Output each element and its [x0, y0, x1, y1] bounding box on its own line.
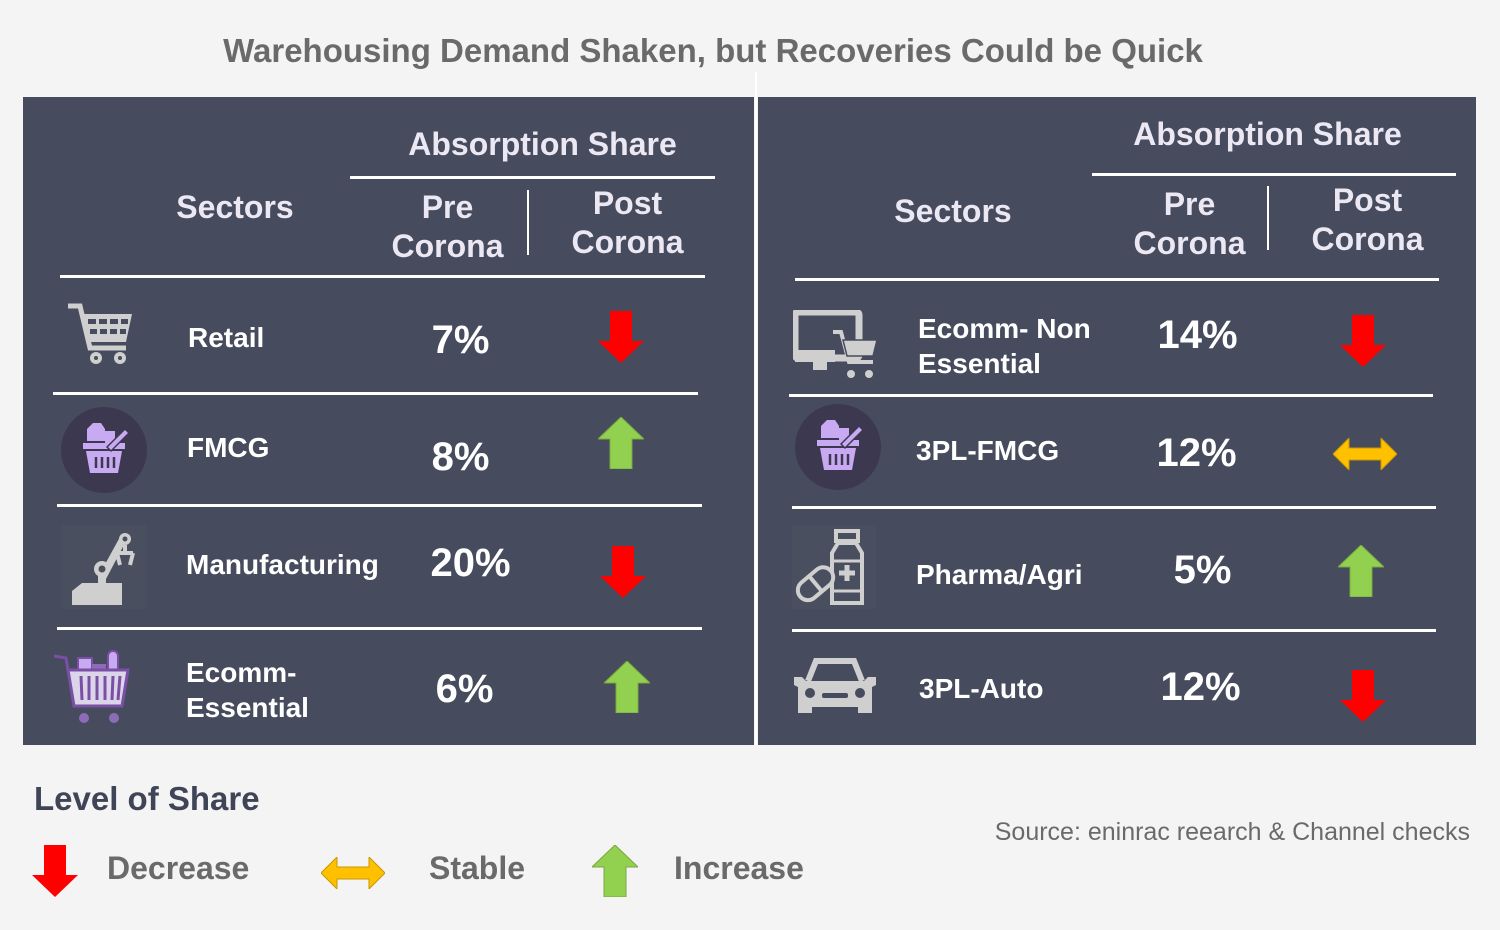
sector-name-line2: Essential [918, 348, 1041, 379]
grocery-basket-icon [61, 407, 147, 493]
left-absorption-share-header: Absorption Share [408, 126, 677, 162]
left-pre-corona-header: Pre Corona [380, 188, 515, 266]
stable-arrow-icon [1333, 438, 1397, 470]
sector-name: Ecomm- Non Essential [918, 311, 1091, 381]
shopping-cart-icon [68, 303, 132, 364]
page-title: Warehousing Demand Shaken, but Recoverie… [223, 32, 1203, 69]
corona-label: Corona [1133, 225, 1246, 261]
grocery-basket-icon [795, 404, 881, 490]
left-post-corona-header: Post Corona [555, 184, 700, 262]
corona-label: Corona [391, 228, 504, 264]
right-pre-corona-header: Pre Corona [1122, 185, 1257, 263]
pre-corona-value: 7% [431, 318, 490, 362]
decrease-arrow-icon [600, 546, 646, 598]
row-divider [792, 629, 1436, 632]
computer-cart-icon [793, 310, 878, 378]
sector-name-line1: Ecomm- [186, 657, 297, 688]
pre-label: Pre [421, 189, 474, 225]
decrease-arrow-icon [32, 845, 78, 897]
sector-name: Manufacturing [186, 549, 379, 580]
pre-label: Pre [1163, 186, 1216, 222]
sector-name: Ecomm- Essential [186, 655, 309, 725]
robotic-arm-icon [62, 525, 146, 609]
right-table-panel [758, 97, 1476, 745]
source-note: Source: eninrac reearch & Channel checks [994, 818, 1470, 846]
sector-name-line1: Ecomm- Non [918, 313, 1091, 344]
sector-name: Retail [188, 322, 265, 353]
row-divider [792, 506, 1436, 509]
increase-arrow-icon [592, 845, 638, 897]
increase-arrow-icon [1338, 545, 1384, 597]
decrease-arrow-icon [1340, 670, 1386, 722]
pre-corona-value: 14% [1157, 313, 1238, 357]
decrease-arrow-icon [598, 311, 644, 363]
row-divider [57, 627, 702, 630]
right-col-divider [1267, 186, 1269, 250]
corona-label: Corona [1311, 221, 1424, 257]
left-col-divider [527, 190, 529, 255]
row-divider [53, 392, 698, 395]
right-header-divider [1092, 173, 1456, 176]
legend-increase-label: Increase [674, 850, 804, 886]
right-header-bottom-line [795, 278, 1439, 281]
increase-arrow-icon [604, 661, 650, 713]
pre-corona-value: 8% [431, 435, 490, 479]
right-post-corona-header: Post Corona [1295, 181, 1440, 259]
car-icon [794, 658, 876, 713]
increase-arrow-icon [598, 417, 644, 469]
left-header-divider [350, 176, 715, 179]
row-divider [57, 504, 702, 507]
stable-arrow-icon [321, 857, 385, 889]
legend-stable-label: Stable [429, 850, 526, 886]
sector-name: Pharma/Agri [916, 559, 1083, 590]
panel-divider [755, 72, 757, 745]
sector-name-line2: Essential [186, 692, 309, 723]
pre-corona-value: 12% [1160, 665, 1241, 709]
legend-decrease-label: Decrease [107, 850, 250, 886]
corona-label: Corona [571, 224, 684, 260]
sector-name: FMCG [187, 432, 270, 463]
post-label: Post [592, 185, 663, 221]
full-cart-icon [54, 650, 130, 723]
pre-corona-value: 5% [1173, 548, 1232, 592]
sector-name: 3PL-Auto [919, 673, 1044, 704]
sector-name: 3PL-FMCG [916, 435, 1060, 466]
legend-title: Level of Share [34, 780, 260, 817]
right-absorption-share-header: Absorption Share [1133, 116, 1402, 152]
row-divider [789, 394, 1433, 397]
left-sectors-header: Sectors [176, 189, 294, 225]
post-label: Post [1332, 182, 1403, 218]
left-header-bottom-line [60, 275, 705, 278]
decrease-arrow-icon [1340, 315, 1386, 367]
pre-corona-value: 6% [435, 667, 494, 711]
pre-corona-value: 12% [1156, 431, 1237, 475]
medicine-icon [792, 525, 876, 609]
left-table-panel [23, 97, 754, 745]
pre-corona-value: 20% [430, 541, 511, 585]
right-sectors-header: Sectors [894, 193, 1012, 229]
